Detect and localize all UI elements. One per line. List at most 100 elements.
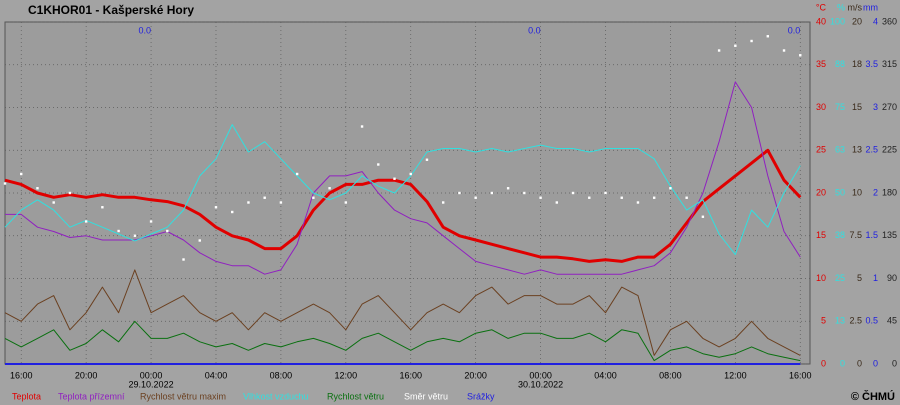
y-tick-label: 0 (840, 358, 845, 368)
y-tick-label: 10 (852, 187, 862, 197)
y-tick-label: 225 (882, 145, 897, 155)
x-tick-label: 08:00 (659, 370, 682, 380)
y-tick-label: 2.5 (849, 316, 862, 326)
direction-point (3, 182, 7, 185)
y-tick-label: 135 (882, 230, 897, 240)
chart-title: C1KHOR01 - Kašperské Hory (28, 3, 194, 17)
y-tick-label: 0 (892, 358, 897, 368)
y-tick-label: 13 (835, 316, 845, 326)
y-tick-label: 10 (816, 273, 826, 283)
y-tick-label: 75 (835, 102, 845, 112)
y-tick-label: 38 (835, 230, 845, 240)
axis-unit: °C (816, 2, 827, 12)
x-tick-label: 16:00 (10, 370, 33, 380)
legend-entry: Teplota přízemní (58, 391, 125, 401)
direction-point (52, 201, 55, 204)
legend-entry: Rychlost větru maxim (140, 391, 226, 401)
y-tick-label: 0 (857, 358, 862, 368)
y-tick-label: 18 (852, 59, 862, 69)
x-tick-label: 20:00 (75, 370, 98, 380)
series-line (4, 124, 801, 256)
y-tick-label: 15 (852, 102, 862, 112)
direction-point (458, 191, 461, 195)
x-tick-label: 04:00 (594, 370, 617, 380)
annotation: 0.0 (788, 25, 801, 35)
legend-entry: Vlhkost vzduchu (243, 391, 309, 401)
direction-point (295, 172, 299, 176)
direction-point (198, 239, 201, 242)
direction-point (669, 187, 672, 190)
x-tick-label: 16:00 (789, 370, 812, 380)
direction-point (393, 177, 396, 180)
direction-point (620, 196, 623, 199)
credit: © ČHMÚ (851, 390, 895, 403)
direction-point (279, 201, 283, 204)
annotation: 0.0 (528, 25, 541, 35)
direction-point (701, 215, 705, 218)
direction-point (782, 49, 786, 52)
y-tick-label: 90 (887, 273, 897, 283)
direction-point (360, 125, 364, 128)
x-tick-label: 20:00 (464, 370, 487, 380)
date-label: 30.10.2022 (518, 379, 563, 389)
direction-point (539, 196, 542, 199)
direction-point (328, 187, 331, 190)
axis-unit: mm (863, 2, 878, 12)
direction-point (636, 201, 640, 204)
direction-point (182, 258, 185, 261)
direction-point (149, 220, 153, 223)
axis-unit: % (837, 2, 845, 12)
direction-point (766, 35, 770, 38)
y-tick-label: 20 (852, 16, 862, 26)
y-tick-label: 315 (882, 59, 897, 69)
legend-entry: Směr větru (404, 391, 448, 401)
direction-point (442, 201, 445, 204)
y-tick-label: 5 (821, 316, 826, 326)
y-tick-label: 1.5 (865, 230, 878, 240)
direction-point (523, 191, 526, 195)
y-tick-label: 2 (873, 187, 878, 197)
series-line (4, 148, 802, 263)
y-tick-label: 25 (816, 145, 826, 155)
y-tick-label: 63 (835, 145, 845, 155)
direction-point (231, 210, 234, 214)
direction-point (68, 191, 72, 195)
x-tick-label: 04:00 (205, 370, 228, 380)
direction-point (409, 172, 412, 176)
direction-point (344, 201, 348, 204)
y-tick-label: 50 (835, 187, 845, 197)
y-tick-label: 4 (873, 16, 878, 26)
direction-point (799, 54, 802, 57)
x-tick-label: 16:00 (399, 370, 422, 380)
y-tick-label: 25 (835, 273, 845, 283)
y-tick-label: 3 (873, 102, 878, 112)
direction-point (133, 234, 137, 237)
x-tick-label: 00:00 (140, 370, 163, 380)
y-tick-label: 13 (852, 145, 862, 155)
series-line (4, 269, 801, 356)
direction-point (214, 206, 218, 209)
direction-point (263, 196, 266, 199)
y-tick-label: 360 (882, 16, 897, 26)
legend-entry: Rychlost větru (327, 391, 384, 401)
legend-entry: Teplota (12, 391, 41, 401)
x-tick-label: 12:00 (724, 370, 747, 380)
direction-point (506, 187, 510, 190)
y-tick-label: 88 (835, 59, 845, 69)
direction-point (750, 39, 753, 43)
plot-area (4, 21, 811, 365)
y-tick-label: 20 (816, 187, 826, 197)
y-tick-label: 3.5 (865, 59, 878, 69)
direction-point (734, 44, 737, 47)
series-line (4, 320, 801, 362)
direction-point (425, 158, 429, 161)
y-tick-label: 15 (816, 230, 826, 240)
date-label: 29.10.2022 (129, 379, 174, 389)
direction-point (377, 163, 380, 166)
direction-point (166, 229, 169, 233)
x-tick-label: 00:00 (529, 370, 552, 380)
direction-point (571, 191, 575, 195)
y-tick-label: 35 (816, 59, 826, 69)
y-tick-label: 40 (816, 16, 826, 26)
y-tick-label: 270 (882, 102, 897, 112)
